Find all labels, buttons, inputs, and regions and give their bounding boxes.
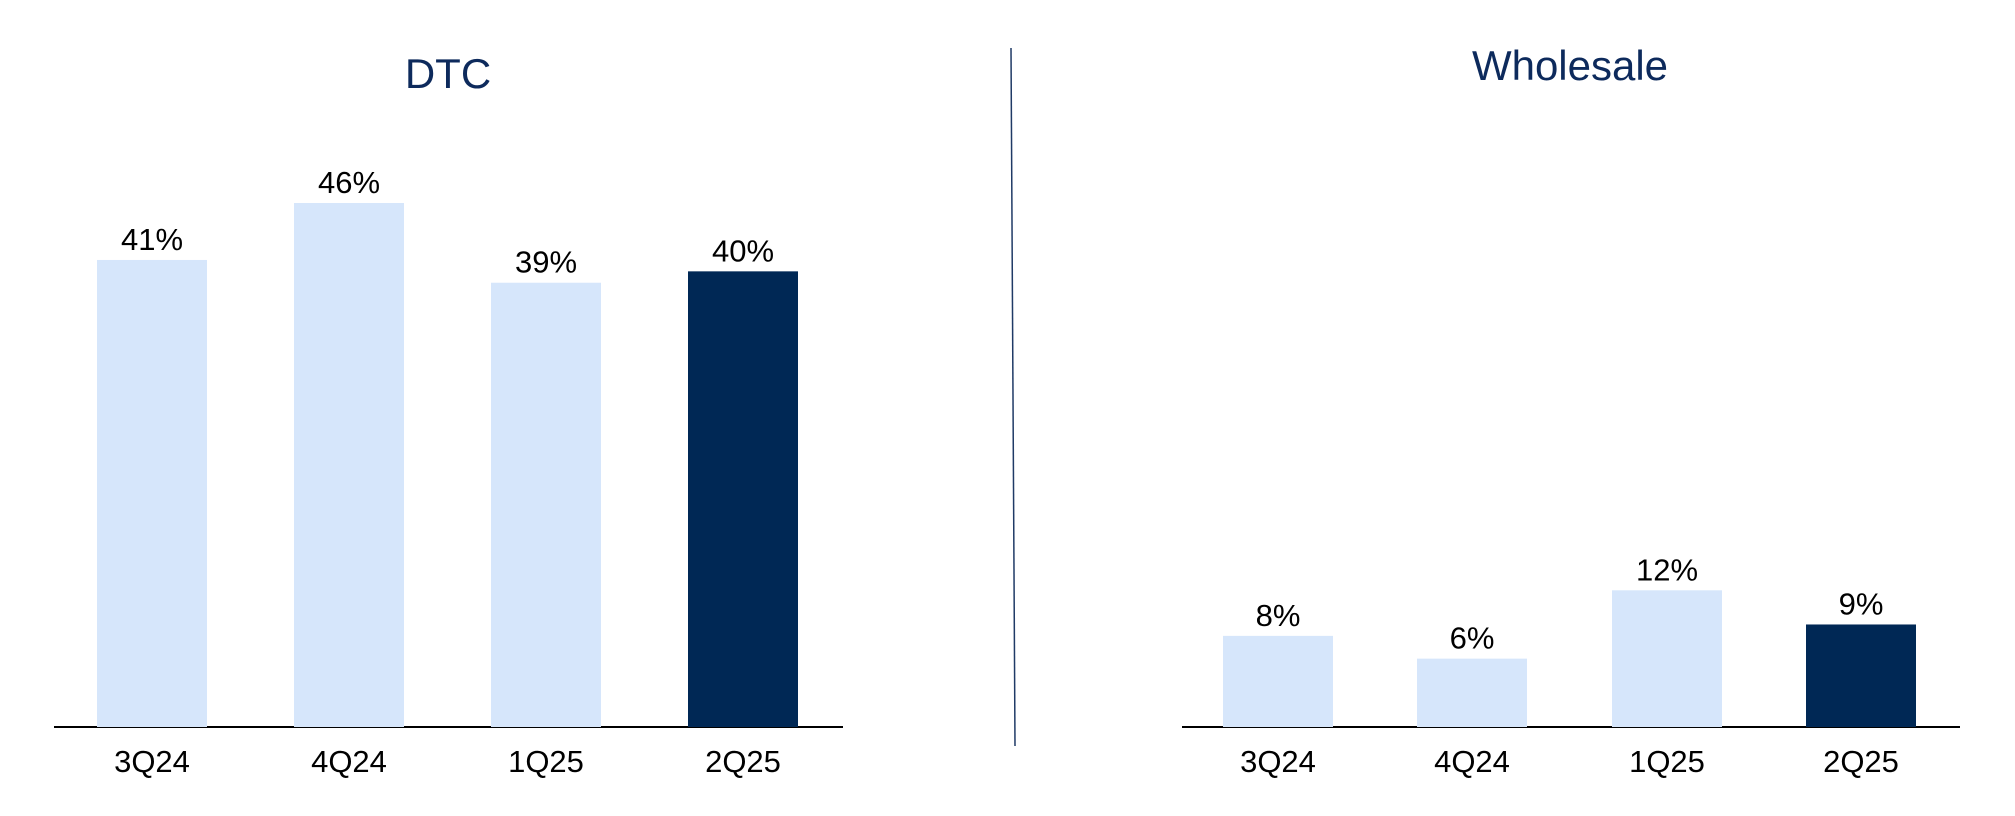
dtc-data-label-1q25: 39%: [515, 245, 577, 280]
dtc-chart-title: DTC: [405, 50, 491, 97]
dtc-bar-1q25: [491, 282, 601, 727]
dtc-bar-2q25: [688, 271, 798, 727]
wholesale-tick-label-3q24: 3Q24: [1240, 744, 1316, 779]
dtc-bar-4q24: [294, 203, 404, 727]
wholesale-bar-2q25: [1806, 624, 1916, 727]
dtc-tick-label-4q24: 4Q24: [311, 744, 387, 779]
chart-marks: 41% 3Q24 46% 4Q24 39% 1Q25 40% 2Q25 8% 3Q24 6% 4Q24…: [97, 165, 1916, 779]
panel-divider: [1010, 47, 1016, 747]
wholesale-bar-4q24: [1417, 658, 1527, 727]
dtc-data-label-2q25: 40%: [712, 233, 774, 268]
wholesale-data-label-4q24: 6%: [1450, 621, 1495, 656]
wholesale-chart-title: Wholesale: [1472, 42, 1668, 89]
wholesale-bar-1q25: [1612, 590, 1722, 727]
wholesale-tick-label-1q25: 1Q25: [1629, 744, 1705, 779]
dtc-data-label-3q24: 41%: [121, 222, 183, 257]
wholesale-tick-label-2q25: 2Q25: [1823, 744, 1899, 779]
wholesale-tick-label-4q24: 4Q24: [1434, 744, 1510, 779]
wholesale-data-label-2q25: 9%: [1839, 586, 1884, 621]
dtc-data-label-4q24: 46%: [318, 165, 380, 200]
wholesale-data-label-1q25: 12%: [1636, 552, 1698, 587]
wholesale-bar-3q24: [1223, 635, 1333, 727]
dtc-tick-label-2q25: 2Q25: [705, 744, 781, 779]
wholesale-data-label-3q24: 8%: [1256, 598, 1301, 633]
dtc-bar-3q24: [97, 259, 207, 727]
dtc-tick-label-3q24: 3Q24: [114, 744, 190, 779]
dtc-tick-label-1q25: 1Q25: [508, 744, 584, 779]
